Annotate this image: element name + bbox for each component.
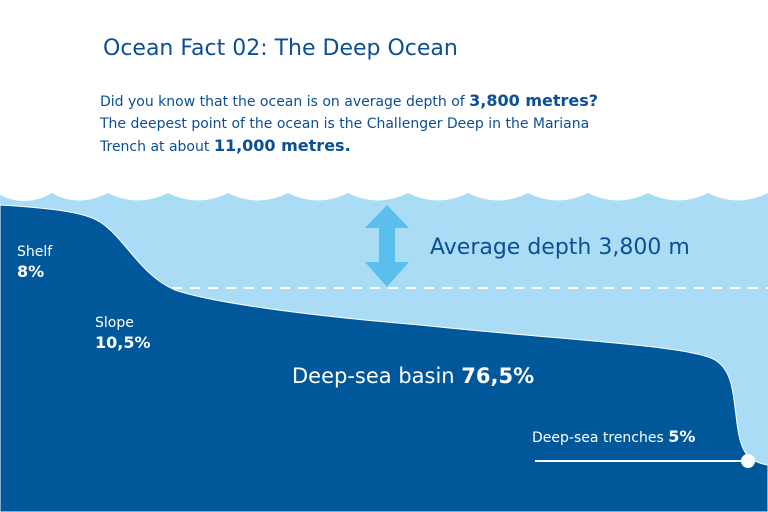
shelf-name: Shelf	[17, 244, 53, 260]
basin-label: Deep-sea basin 76,5%	[292, 364, 534, 388]
trenches-label: Deep-sea trenches 5%	[532, 427, 695, 446]
shelf-label: Shelf 8%	[17, 242, 52, 282]
intro-line1: Did you know that the ocean is on averag…	[100, 94, 470, 110]
intro-line1-bold: 3,800 metres?	[469, 91, 599, 110]
slope-name: Slope	[95, 315, 134, 331]
shelf-value: 8%	[17, 262, 45, 281]
basin-name: Deep-sea basin	[292, 364, 455, 388]
double-arrow-icon	[365, 205, 409, 287]
intro-text: Did you know that the ocean is on averag…	[100, 90, 598, 158]
trench-pointer-dot	[741, 454, 755, 468]
intro-line3-bold: 11,000 metres.	[213, 136, 351, 155]
page-title: Ocean Fact 02: The Deep Ocean	[103, 36, 458, 61]
intro-line3: Trench at about	[100, 139, 214, 155]
slope-value: 10,5%	[95, 333, 151, 352]
slope-label: Slope 10,5%	[95, 313, 151, 353]
intro-line2: The deepest point of the ocean is the Ch…	[100, 116, 590, 132]
basin-value: 76,5%	[461, 364, 535, 388]
trenches-value: 5%	[668, 427, 696, 446]
trenches-name: Deep-sea trenches	[532, 430, 664, 446]
wave-crests	[0, 0, 768, 202]
seafloor	[0, 204, 768, 512]
average-depth-label: Average depth 3,800 m	[430, 235, 690, 260]
